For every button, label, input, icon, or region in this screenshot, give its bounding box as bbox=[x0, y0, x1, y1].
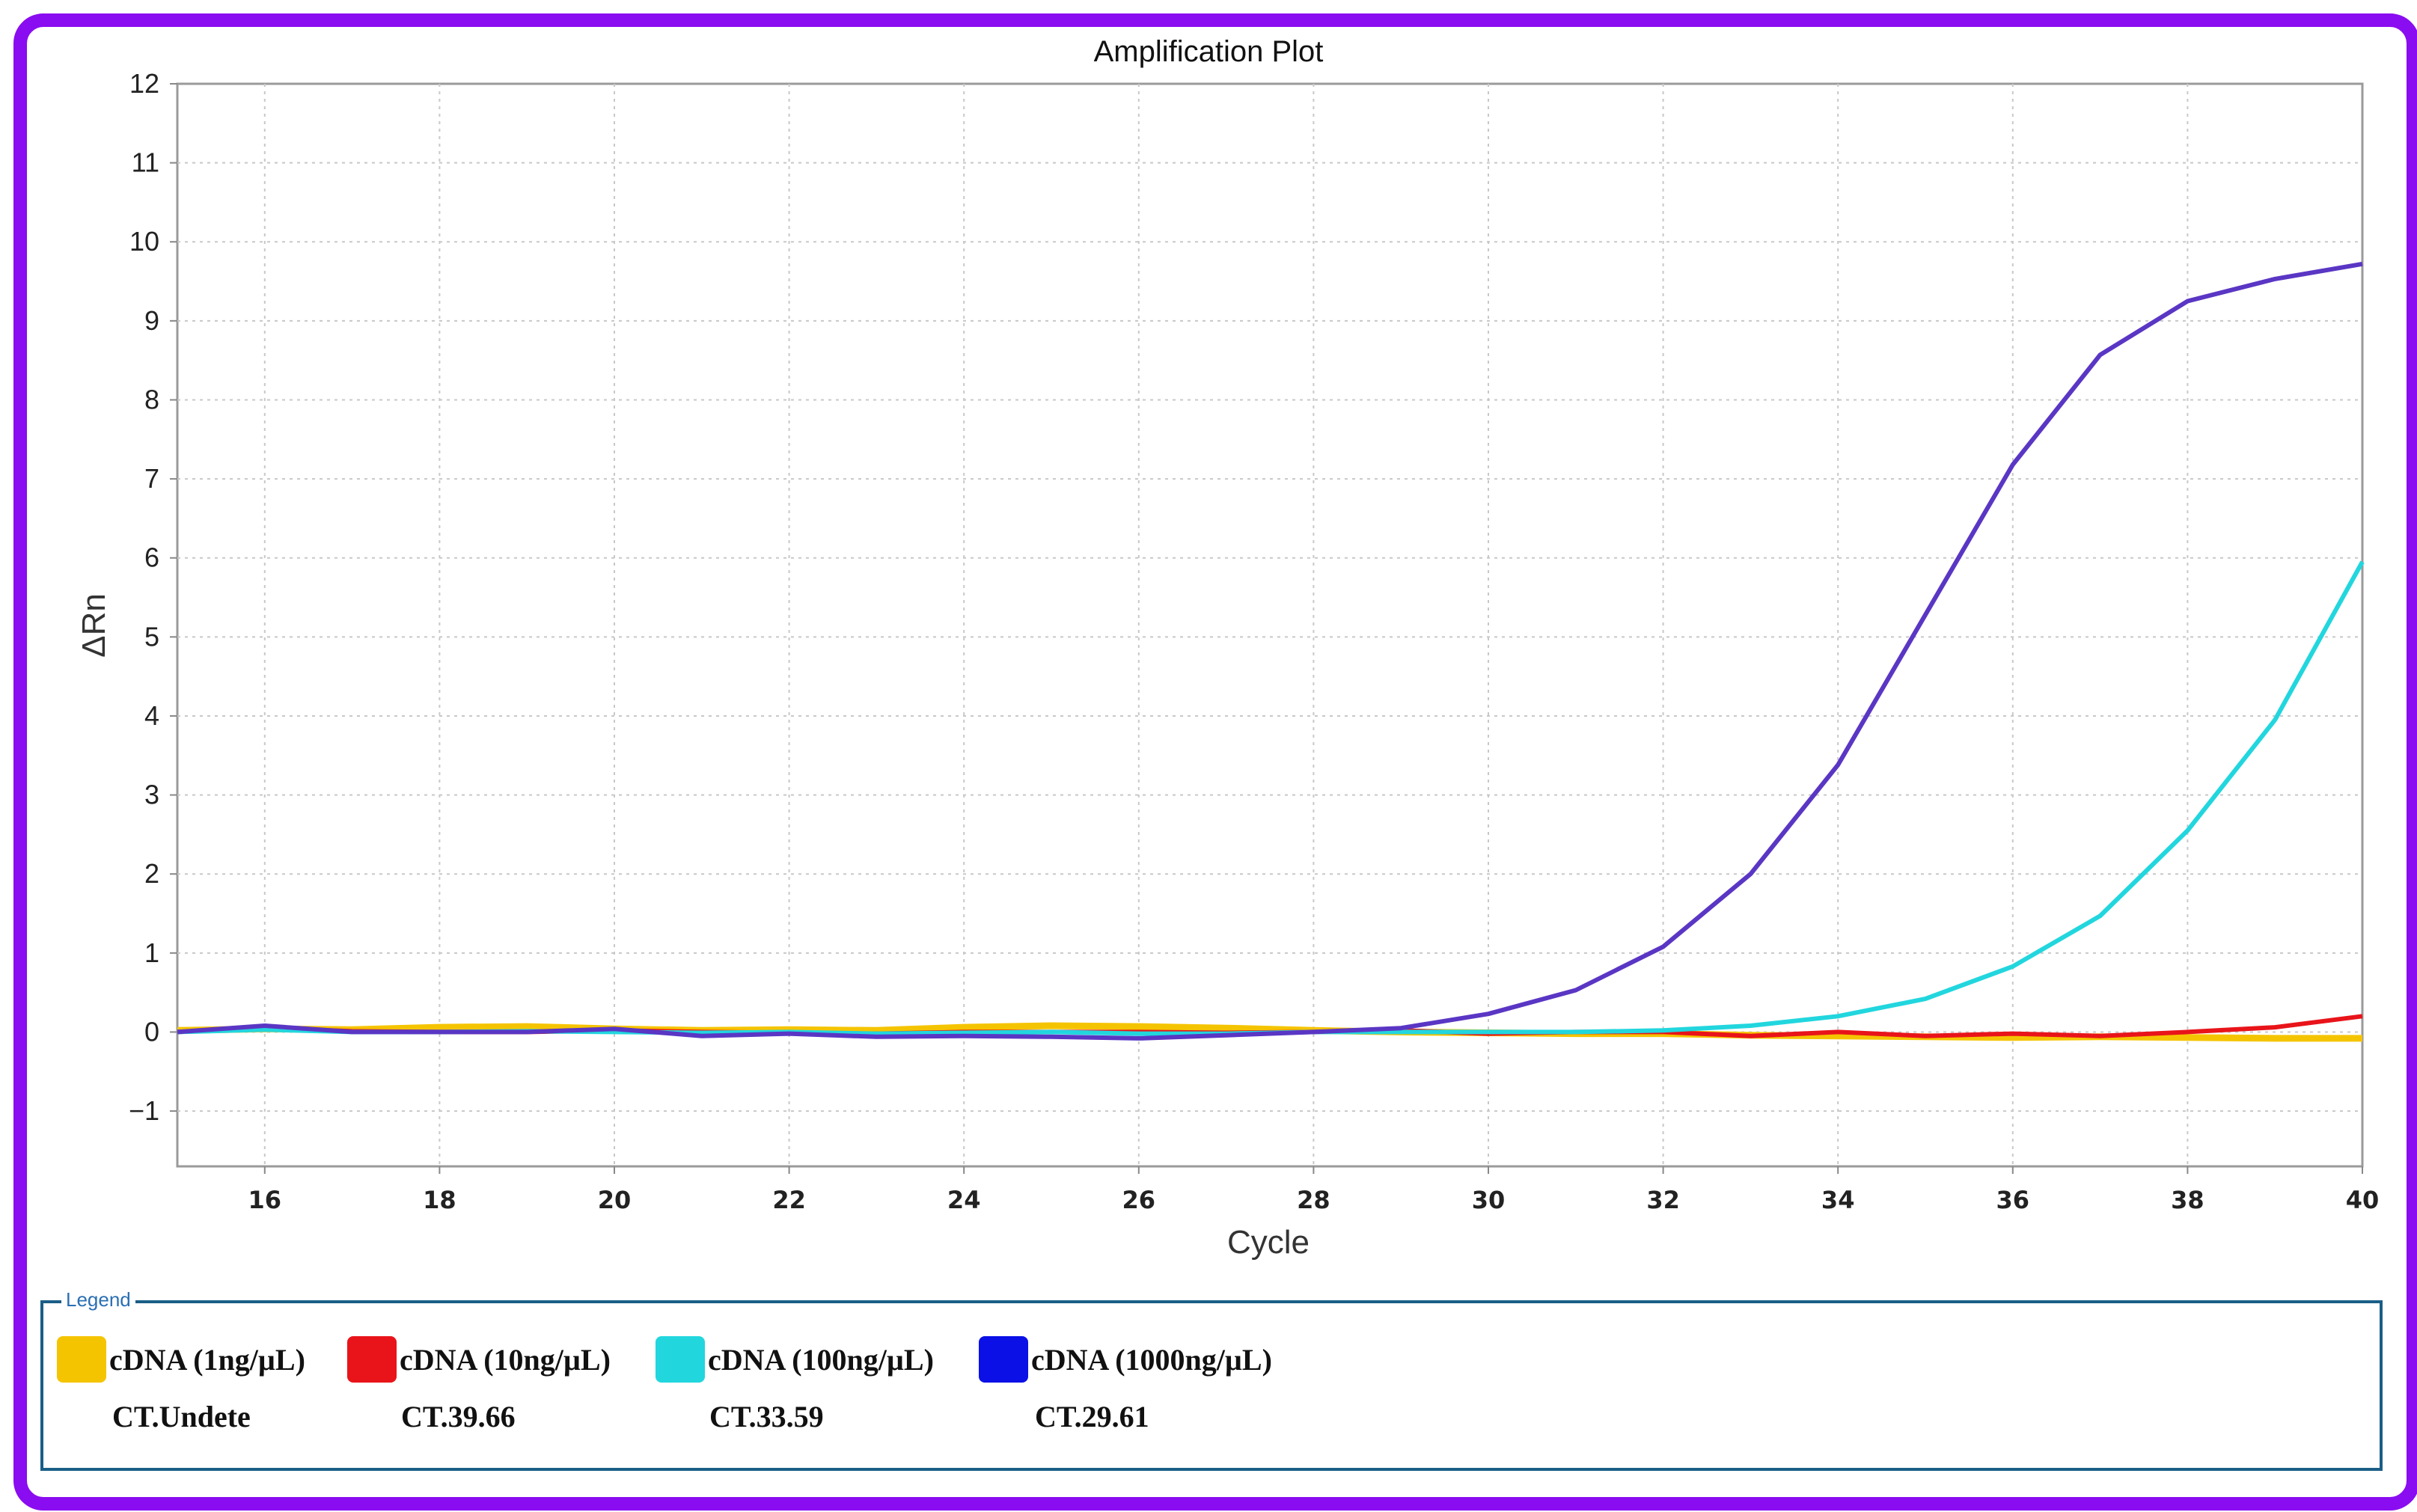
y-tick-label: 7 bbox=[144, 463, 159, 494]
chart-title: Amplification Plot bbox=[1094, 35, 1324, 68]
ct-value-1ng: CT.Undete bbox=[112, 1400, 251, 1433]
legend-label: cDNA (1000ng/µL) bbox=[1031, 1342, 1272, 1377]
y-tick-label: 10 bbox=[129, 226, 159, 257]
legend-swatch-icon bbox=[57, 1336, 106, 1383]
x-tick-label: 28 bbox=[1297, 1186, 1330, 1214]
series-line-3 bbox=[177, 261, 2363, 1041]
x-axis: 16 18 20 22 24 26 28 30 32 34 36 38 40 bbox=[248, 1166, 2380, 1214]
y-tick-label: 12 bbox=[129, 68, 159, 99]
legend-swatch-icon bbox=[656, 1336, 705, 1383]
y-tick-label: 4 bbox=[144, 700, 159, 731]
ct-value-10ng: CT.39.66 bbox=[401, 1400, 516, 1433]
legend-swatch-icon bbox=[979, 1336, 1028, 1383]
x-tick-label: 36 bbox=[1996, 1186, 2030, 1214]
legend-item-1000ng: cDNA (1000ng/µL) bbox=[979, 1333, 1272, 1386]
ct-value-100ng: CT.33.59 bbox=[709, 1400, 824, 1433]
x-tick-label: 34 bbox=[1821, 1186, 1855, 1214]
y-tick-label: 2 bbox=[144, 858, 159, 889]
x-tick-label: 32 bbox=[1646, 1186, 1680, 1214]
legend-item-1ng: cDNA (1ng/µL) bbox=[57, 1333, 305, 1386]
y-tick-label: 3 bbox=[144, 780, 159, 810]
amplification-plot: Amplification Plot 16 18 20 22 24 26 28 30 32 34 3… bbox=[76, 35, 2380, 1261]
x-tick-label: 24 bbox=[947, 1186, 981, 1214]
x-tick-label: 26 bbox=[1122, 1186, 1156, 1214]
ct-value-1000ng: CT.29.61 bbox=[1035, 1400, 1149, 1433]
x-axis-label: Cycle bbox=[1227, 1224, 1310, 1261]
grid-lines bbox=[177, 84, 2362, 1166]
legend-item-10ng: cDNA (10ng/µL) bbox=[347, 1333, 611, 1386]
y-tick-label: 8 bbox=[144, 384, 159, 414]
legend-label: cDNA (10ng/µL) bbox=[400, 1342, 611, 1377]
y-axis-label: ΔRn bbox=[76, 593, 112, 658]
legend-label: cDNA (1ng/µL) bbox=[109, 1342, 305, 1377]
legend-swatch-icon bbox=[347, 1336, 397, 1383]
legend-title: Legend bbox=[61, 1288, 135, 1311]
y-tick-label: 6 bbox=[144, 542, 159, 573]
x-tick-label: 40 bbox=[2346, 1186, 2380, 1214]
x-tick-label: 38 bbox=[2171, 1186, 2204, 1214]
y-tick-label: 0 bbox=[144, 1016, 159, 1047]
x-tick-label: 20 bbox=[598, 1186, 632, 1214]
y-tick-label: 1 bbox=[144, 937, 159, 968]
y-tick-label: −1 bbox=[129, 1095, 159, 1126]
plot-area bbox=[176, 82, 2364, 1168]
x-tick-label: 16 bbox=[248, 1186, 282, 1214]
legend-item-100ng: cDNA (100ng/µL) bbox=[656, 1333, 934, 1386]
y-tick-label: 9 bbox=[144, 305, 159, 336]
legend: Legend cDNA (1ng/µL) cDNA (10ng/µL) cDNA… bbox=[40, 1288, 2383, 1471]
series-line-0 bbox=[177, 1022, 2362, 1042]
x-tick-label: 22 bbox=[772, 1186, 806, 1214]
series-lines bbox=[177, 261, 2365, 1042]
legend-label: cDNA (100ng/µL) bbox=[708, 1342, 934, 1377]
x-tick-label: 18 bbox=[423, 1186, 456, 1214]
x-tick-label: 30 bbox=[1472, 1186, 1506, 1214]
y-tick-label: 5 bbox=[144, 621, 159, 652]
y-tick-label: 11 bbox=[132, 147, 159, 178]
